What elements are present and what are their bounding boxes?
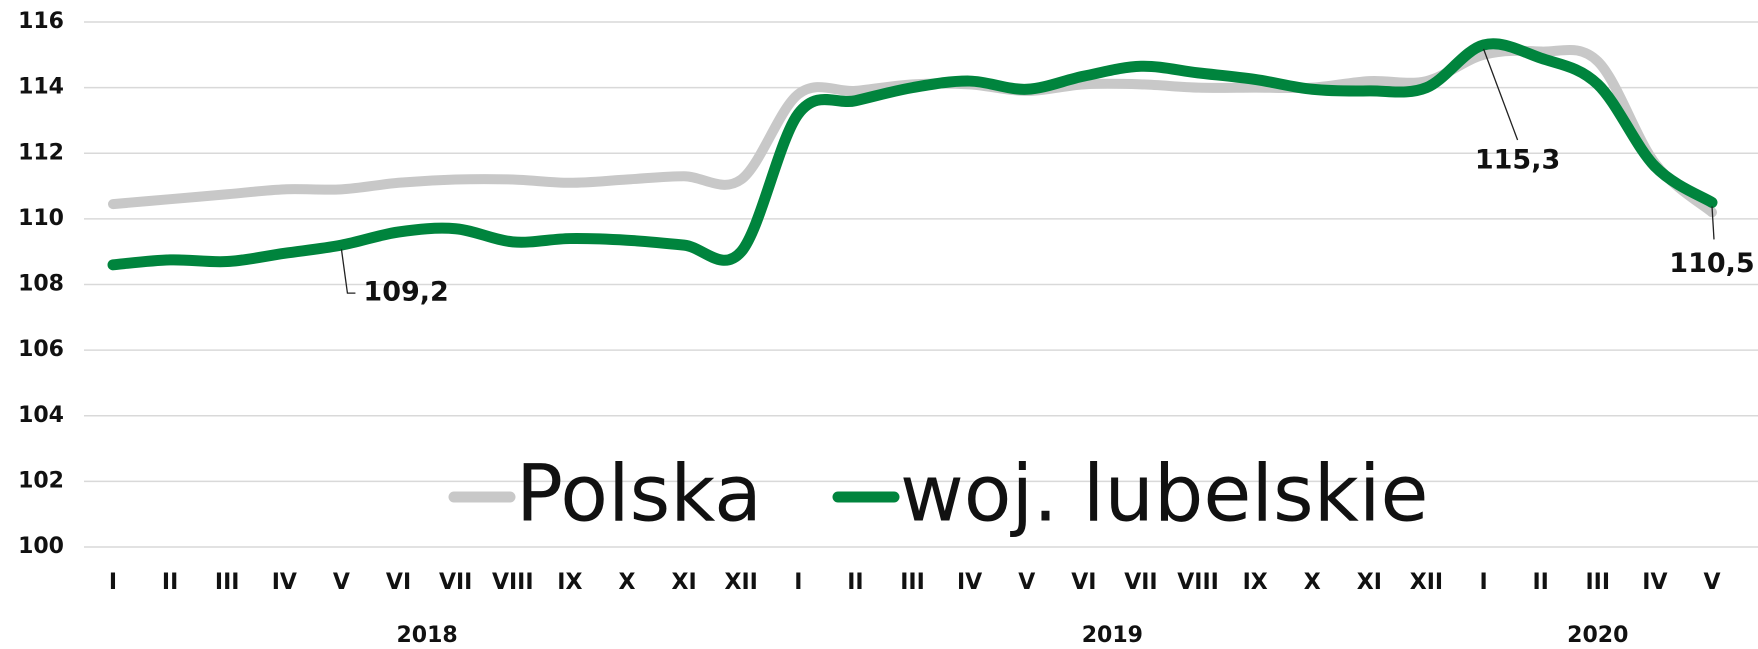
- x-tick-label: VII: [1124, 570, 1157, 595]
- x-tick-label: VI: [1071, 570, 1096, 595]
- x-tick-label: II: [1532, 570, 1548, 595]
- x-tick-label: III: [900, 570, 925, 595]
- line-series: [108, 44, 1717, 218]
- y-tick-label: 114: [18, 75, 64, 100]
- y-tick-label: 112: [18, 140, 64, 165]
- x-tick-label: X: [618, 570, 635, 595]
- x-tick-label: VIII: [492, 570, 534, 595]
- x-tick-label: V: [1703, 570, 1720, 595]
- legend-label: woj. lubelskie: [900, 449, 1429, 539]
- x-tick-label: IX: [1243, 570, 1268, 595]
- x-tick-label: XII: [1410, 570, 1443, 595]
- x-tick-label: III: [1586, 570, 1611, 595]
- data-label: 115,3: [1475, 144, 1560, 175]
- legend-label: Polska: [516, 449, 762, 539]
- data-label: 110,5: [1669, 248, 1754, 279]
- x-tick-label: IV: [957, 570, 982, 595]
- y-tick-label: 100: [18, 534, 64, 559]
- x-tick-label: I: [1479, 570, 1487, 595]
- x-group-label: 2018: [396, 623, 457, 648]
- x-tick-label: XII: [725, 570, 758, 595]
- line-series: [107, 38, 1718, 271]
- y-tick-label: 102: [18, 468, 64, 493]
- data-label: 109,2: [363, 277, 448, 308]
- x-tick-label: XI: [671, 570, 696, 595]
- x-tick-label: I: [109, 570, 117, 595]
- x-tick-label: V: [333, 570, 350, 595]
- x-tick-label: VIII: [1177, 570, 1219, 595]
- x-tick-label: II: [162, 570, 178, 595]
- x-tick-label: X: [1304, 570, 1321, 595]
- x-tick-label: IV: [1642, 570, 1667, 595]
- y-tick-label: 116: [18, 9, 64, 34]
- x-tick-label: XI: [1357, 570, 1382, 595]
- x-tick-label: II: [847, 570, 863, 595]
- y-tick-label: 106: [18, 337, 64, 362]
- y-tick-label: 104: [18, 403, 64, 428]
- x-group-label: 2020: [1567, 623, 1628, 648]
- y-tick-label: 110: [18, 206, 64, 231]
- x-tick-label: I: [794, 570, 802, 595]
- leader-line: [1711, 206, 1715, 240]
- x-tick-label: IX: [557, 570, 582, 595]
- x-tick-label: IV: [272, 570, 297, 595]
- x-tick-label: III: [215, 570, 240, 595]
- x-tick-label: VI: [386, 570, 411, 595]
- x-tick-label: VII: [439, 570, 472, 595]
- x-tick-label: V: [1018, 570, 1035, 595]
- leader-line: [1482, 48, 1519, 141]
- x-group-label: 2019: [1082, 623, 1143, 648]
- y-tick-label: 108: [18, 272, 64, 297]
- leader-line: [340, 249, 356, 294]
